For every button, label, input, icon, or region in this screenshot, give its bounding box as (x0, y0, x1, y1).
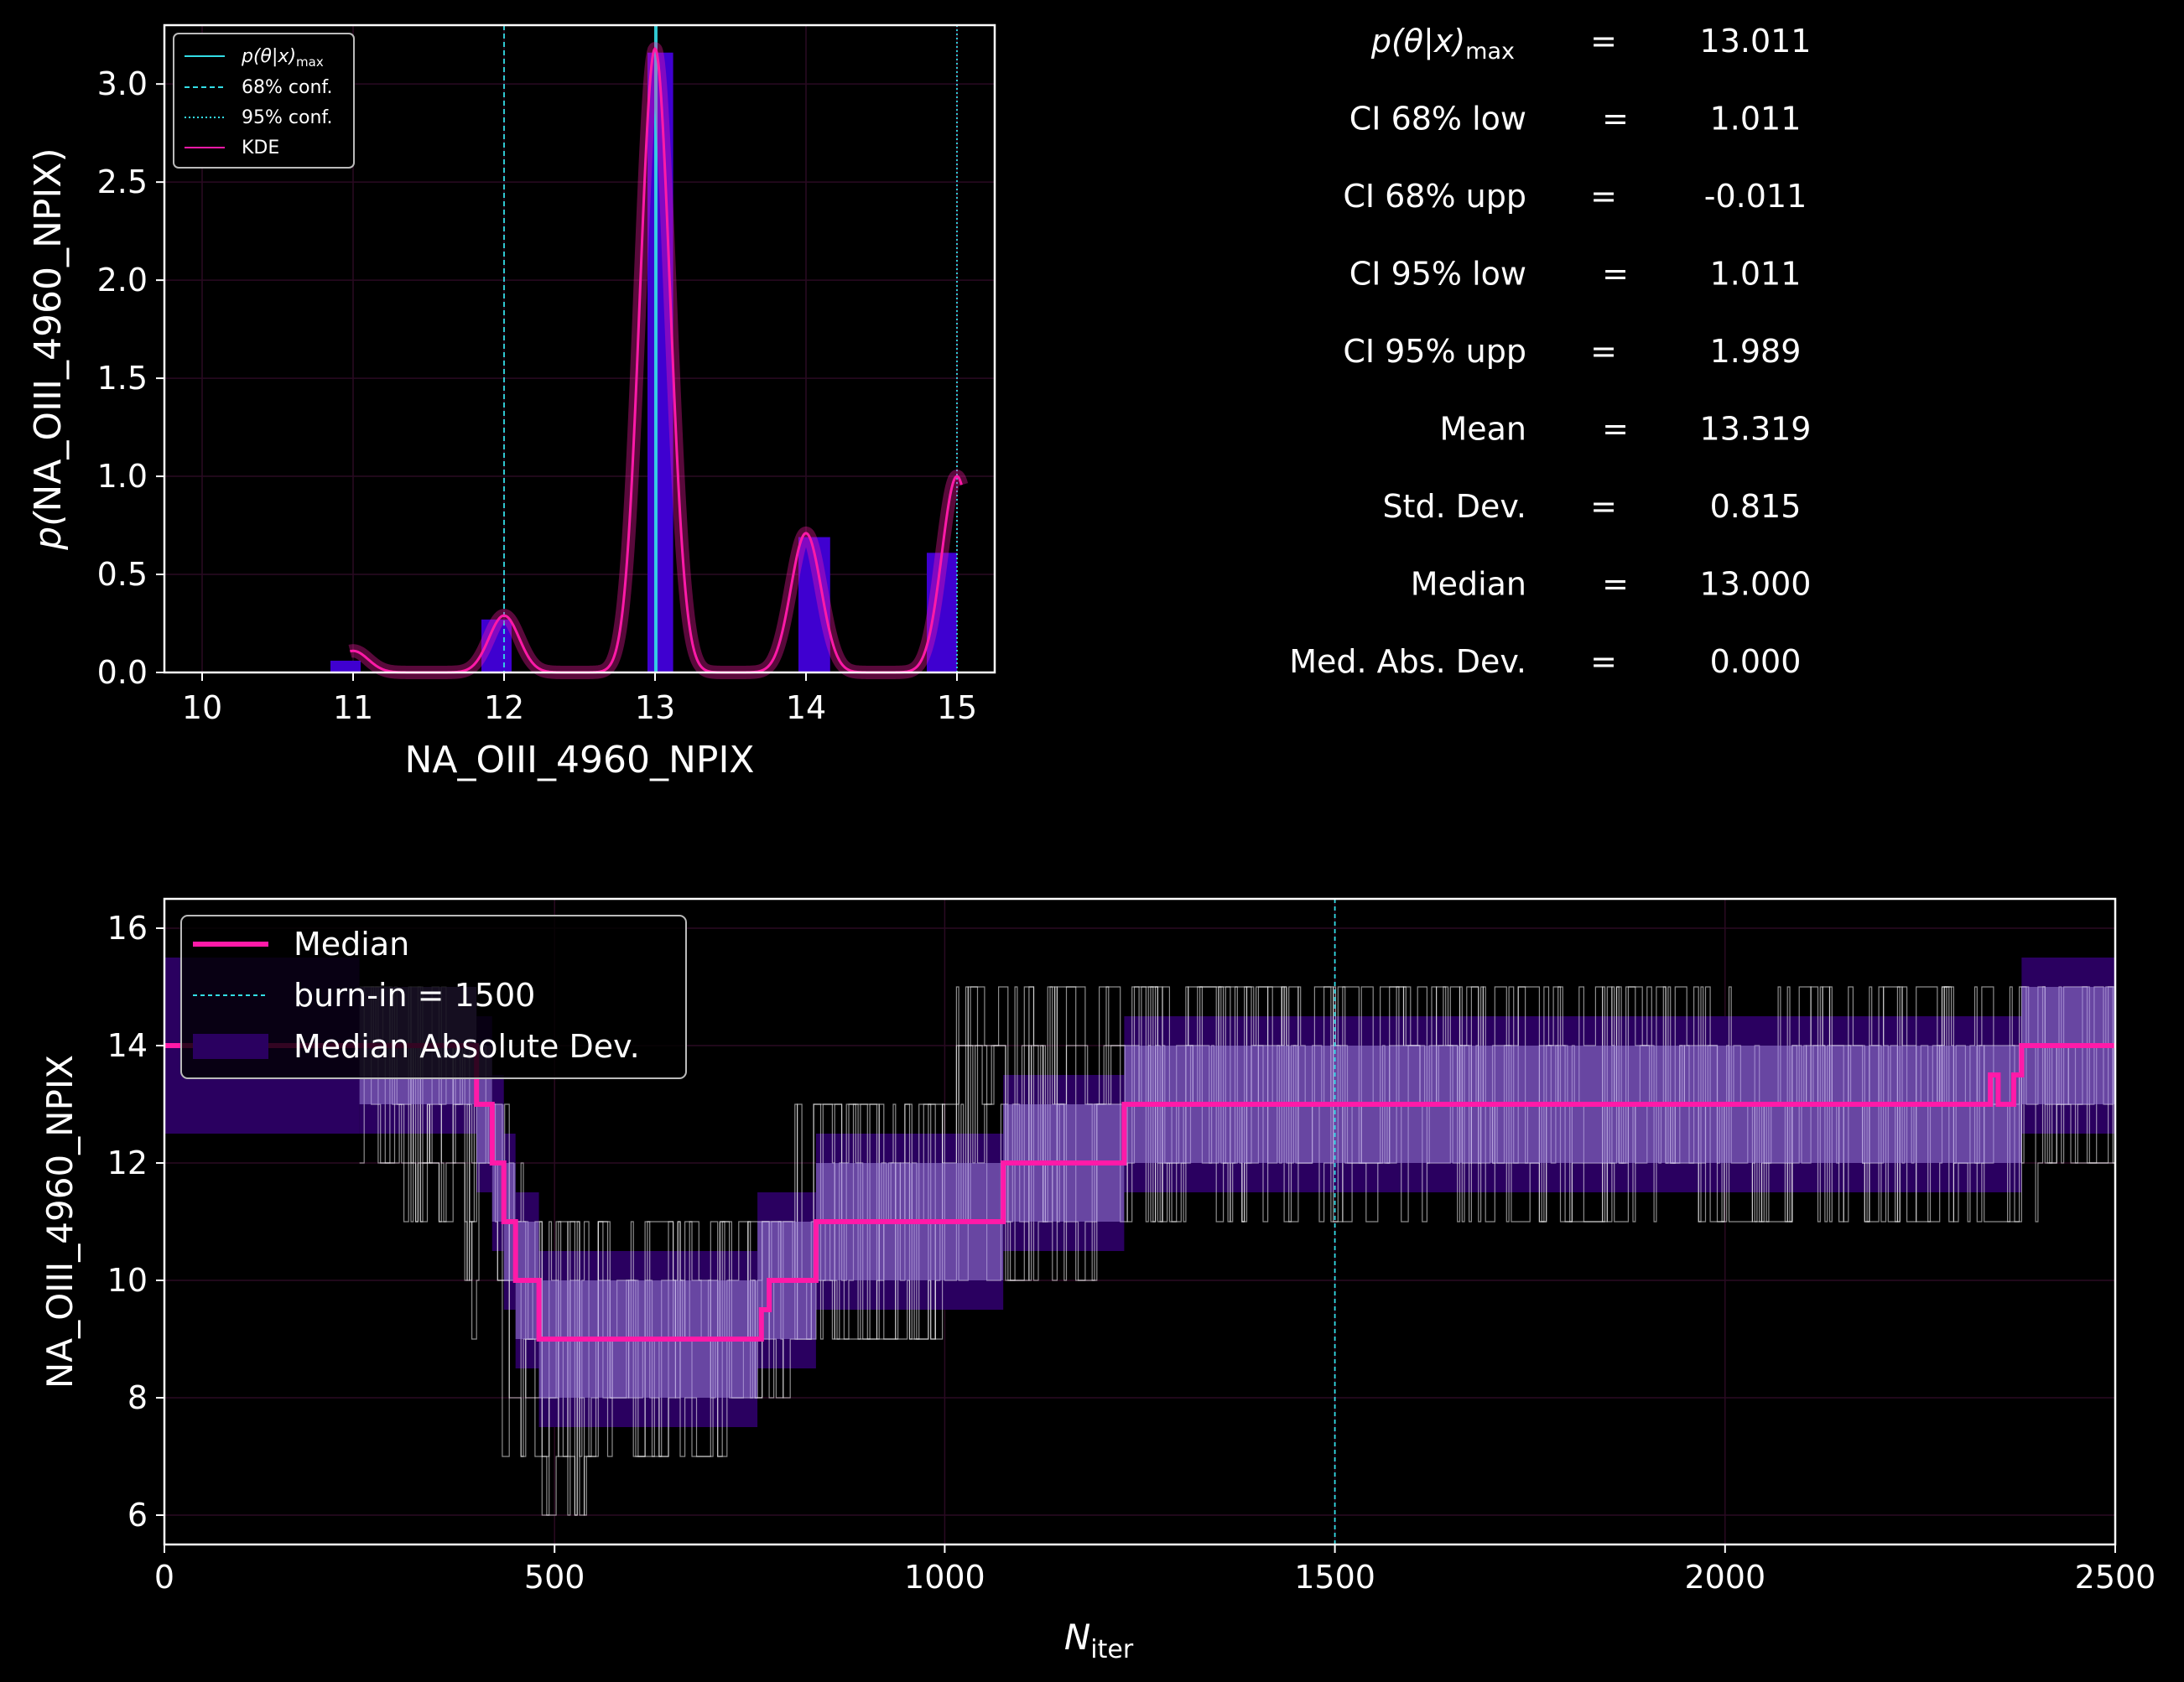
legend-burnin-label: burn-in = 1500 (294, 977, 535, 1014)
x-tick-label: 2500 (2075, 1559, 2156, 1596)
x-tick-label: 2000 (1684, 1559, 1765, 1596)
y-tick-label: 16 (107, 910, 148, 947)
x-tick-label: 1000 (904, 1559, 985, 1596)
stat-label: p(θ|x)max (1370, 23, 1515, 65)
y-tick-label: 12 (107, 1145, 148, 1181)
legend-pmax-label: p(θ|x)max (241, 46, 324, 70)
stat-label: CI 68% upp (1343, 178, 1526, 215)
y-tick-label: 10 (107, 1262, 148, 1299)
statistics-table: p(θ|x)max = 13.011 CI 68% low = 1.011 CI 68% u… (1289, 23, 1811, 680)
trace-xlabel: Niter (1064, 1617, 1134, 1664)
trace-frame (163, 897, 2117, 1546)
stat-equals: = (1602, 566, 1629, 603)
stat-equals: = (1602, 256, 1629, 293)
x-tick-label: 13 (635, 689, 675, 726)
chain-trace-panel: 0 500 1000 1500 2000 2500 6 8 10 12 14 16 Niter NA… (39, 897, 2155, 1664)
histogram-bar (647, 52, 673, 672)
histogram-legend-box (173, 33, 355, 169)
stat-value: 13.000 (1700, 566, 1812, 603)
y-tick-label: 2.5 (97, 164, 148, 200)
posterior-histogram-panel: 10 11 12 13 14 15 0.0 0.5 1.0 1.5 2.0 2.5 3.0 NA_OI… (27, 23, 996, 781)
stat-value: 13.011 (1700, 23, 1812, 60)
legend-68-label: 68% conf. (242, 77, 333, 98)
median-line (164, 1043, 2115, 1342)
stat-value: -0.011 (1704, 178, 1807, 215)
trace-x-ticks: 0 500 1000 1500 2000 2500 (154, 1544, 2155, 1596)
histogram-bar (927, 553, 957, 672)
x-tick-label: 500 (524, 1559, 585, 1596)
x-tick-label: 14 (786, 689, 826, 726)
stat-label: Mean (1439, 411, 1526, 448)
stat-value: 0.815 (1710, 488, 1802, 525)
y-tick-label: 8 (127, 1379, 148, 1416)
ylabel-param: NA_OIII_4960_NPIX (27, 162, 70, 511)
stat-label: CI 68% low (1349, 101, 1526, 138)
stat-equals: = (1602, 411, 1629, 448)
histogram-frame (163, 23, 996, 674)
trace-legend: Median burn-in = 1500 Median Absolute De… (180, 915, 687, 1079)
stat-value: 13.319 (1700, 411, 1812, 448)
y-tick-label: 3.0 (97, 65, 148, 102)
trace-legend-box (180, 915, 687, 1079)
stat-label: CI 95% upp (1343, 333, 1526, 370)
histogram-y-ticks: 0.0 0.5 1.0 1.5 2.0 2.5 3.0 (97, 65, 164, 691)
x-tick-label: 0 (154, 1559, 174, 1596)
stat-equals: = (1590, 23, 1617, 60)
legend-kde-label: KDE (242, 138, 279, 158)
stat-equals: = (1590, 488, 1617, 525)
x-tick-label: 10 (182, 689, 222, 726)
stat-value: 0.000 (1710, 643, 1802, 680)
stat-value: 1.989 (1710, 333, 1802, 370)
x-tick-label: 1500 (1294, 1559, 1375, 1596)
stat-equals: = (1590, 178, 1617, 215)
histogram-ylabel: p(NA_OIII_4960_NPIX) (27, 148, 70, 550)
y-tick-label: 14 (107, 1027, 148, 1064)
histogram-legend: p(θ|x)max 68% conf. 95% conf. KDE (173, 33, 355, 169)
ylabel-close: ) (27, 148, 70, 162)
legend-median-label: Median (294, 926, 409, 963)
stat-value: 1.011 (1710, 256, 1802, 293)
stat-label: Std. Dev. (1382, 488, 1526, 525)
confidence-lines (503, 25, 958, 672)
stat-equals: = (1590, 333, 1617, 370)
y-tick-label: 0.0 (97, 654, 148, 691)
y-tick-label: 0.5 (97, 556, 148, 593)
y-tick-label: 6 (127, 1497, 148, 1534)
trace-ylabel: NA_OIII_4960_NPIX (39, 1055, 81, 1389)
legend-mad-label: Median Absolute Dev. (294, 1028, 640, 1065)
y-tick-label: 1.5 (97, 360, 148, 397)
x-tick-label: 15 (937, 689, 977, 726)
stat-label: CI 95% low (1349, 256, 1526, 293)
median-path (164, 1043, 2115, 1342)
histogram-xlabel: NA_OIII_4960_NPIX (404, 739, 754, 781)
stat-equals: = (1602, 101, 1629, 138)
ylabel-p: p( (27, 511, 70, 551)
x-tick-label: 12 (484, 689, 524, 726)
histogram-bar (330, 660, 361, 672)
trace-y-ticks: 6 8 10 12 14 16 (107, 910, 164, 1534)
stat-equals: = (1590, 643, 1617, 680)
y-tick-label: 2.0 (97, 262, 148, 299)
y-tick-label: 1.0 (97, 458, 148, 495)
legend-95-label: 95% conf. (242, 107, 333, 128)
histogram-x-ticks: 10 11 12 13 14 15 (182, 672, 977, 726)
stat-label: Med. Abs. Dev. (1289, 643, 1526, 680)
stat-label: Median (1411, 566, 1526, 603)
legend-mad-swatch (193, 1034, 268, 1059)
stat-value: 1.011 (1710, 101, 1802, 138)
x-tick-label: 11 (333, 689, 373, 726)
